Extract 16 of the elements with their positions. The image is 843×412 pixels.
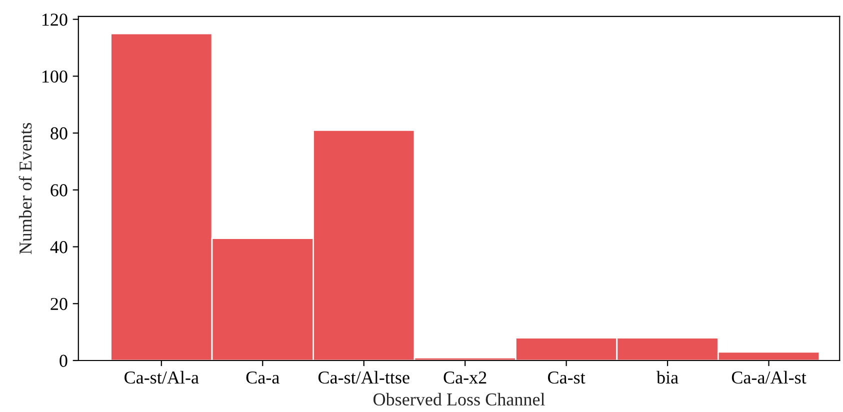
y-axis-title: Number of Events [18, 122, 32, 254]
y-tick-label: 0 [60, 354, 68, 367]
x-tick-label: Ca-x2 [444, 371, 486, 384]
y-tick-label: 60 [50, 184, 68, 196]
x-tick-label: Ca-st/Al-ttse [318, 370, 410, 384]
x-axis-title: Observed Loss Channel [374, 392, 545, 406]
x-tick-label: Ca-a [246, 371, 280, 384]
x-tick-label: Ca-st [548, 371, 586, 384]
y-tick-label: 80 [50, 127, 68, 140]
y-tick-label: 100 [42, 70, 68, 83]
x-tick-label: bia [656, 370, 678, 384]
y-tick-label: 120 [42, 14, 68, 26]
x-tick-label: Ca-st/Al-a [124, 370, 199, 384]
y-tick-label: 20 [50, 298, 68, 310]
y-tick-label: 40 [50, 241, 68, 254]
x-tick-label: Ca-a/Al-st [732, 370, 806, 384]
